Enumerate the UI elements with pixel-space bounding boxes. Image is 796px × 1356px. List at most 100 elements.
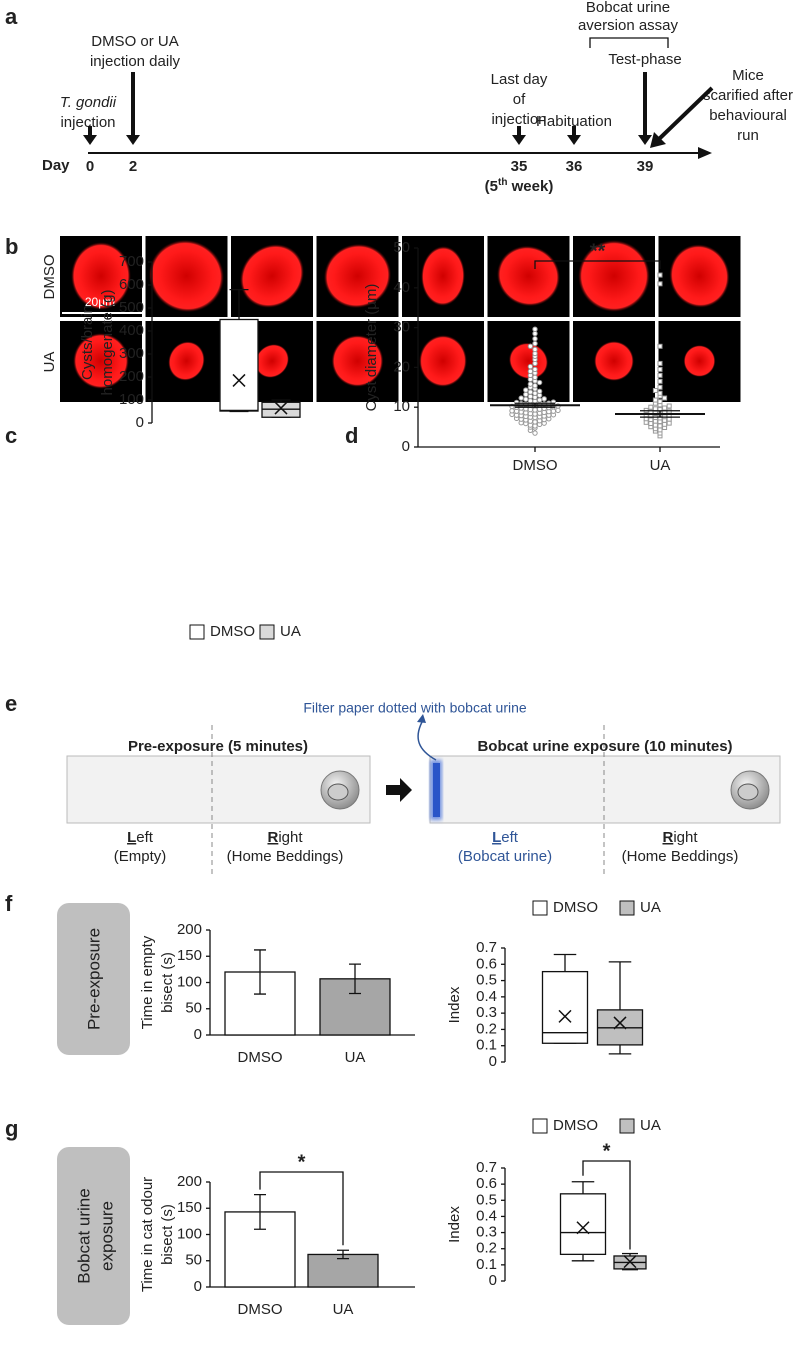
- panel-label: g: [5, 1116, 18, 1141]
- y-tick-label: 30: [393, 319, 410, 336]
- arena: [66, 755, 371, 824]
- mouse-body: [327, 783, 349, 801]
- data-point: [527, 406, 534, 413]
- data-point: [541, 396, 547, 402]
- data-point: [666, 420, 672, 426]
- data-point: [648, 421, 654, 427]
- significance-bracket: [259, 1171, 344, 1246]
- data-point: [532, 407, 538, 413]
- data-point: [532, 374, 538, 381]
- event-text: Habituation: [536, 113, 612, 130]
- y-tick-label: 150: [177, 1199, 202, 1216]
- y-tick-label: 0: [194, 1026, 202, 1043]
- y-axis-label: bisect (s): [159, 1204, 176, 1265]
- y-tick-label: 0.6: [476, 955, 497, 972]
- data-point: [532, 419, 538, 425]
- assay-text: aversion assay: [578, 17, 679, 34]
- data-point: [550, 408, 557, 414]
- y-tick-label: 40: [393, 279, 410, 296]
- cyst: [669, 244, 730, 308]
- week-note-part: week): [507, 178, 553, 195]
- legend-swatch: [259, 624, 275, 640]
- mean: [558, 1009, 572, 1023]
- arrow-head: [567, 135, 581, 145]
- row-label: UA: [41, 352, 58, 373]
- assay-text: Bobcat urine: [586, 0, 670, 16]
- legend-swatch: [619, 900, 635, 916]
- mouse-body: [737, 783, 759, 801]
- arrow-head: [512, 135, 526, 145]
- event-text: Last day: [491, 71, 548, 88]
- significance-bracket: [534, 260, 661, 269]
- day-label: 2: [129, 158, 137, 175]
- data-point: [657, 427, 663, 433]
- y-tick-label: 0.4: [476, 1207, 497, 1224]
- data-point: [555, 407, 561, 414]
- event-text: injection daily: [90, 53, 181, 70]
- data-point: [666, 403, 672, 409]
- y-tick-label: 0: [136, 414, 144, 431]
- filter-paper: [433, 763, 440, 817]
- data-point: [536, 397, 543, 403]
- y-tick-label: 0.1: [476, 1256, 497, 1273]
- data-point: [657, 272, 663, 278]
- legend-label: UA: [280, 623, 301, 640]
- panel-label: d: [345, 423, 358, 448]
- data-point: [652, 422, 658, 428]
- week-note-part: (5: [485, 178, 498, 195]
- arrow-head: [650, 132, 666, 148]
- y-tick-label: 0.2: [476, 1020, 497, 1037]
- y-axis-label: Cysts/brain: [79, 305, 96, 380]
- zone-name: Left: [127, 829, 154, 846]
- data-point: [532, 346, 538, 353]
- y-tick-label: 300: [119, 345, 144, 362]
- zone-initial: R: [662, 829, 673, 846]
- data-point: [532, 340, 538, 347]
- side-label-box: [57, 1147, 130, 1325]
- mean: [613, 1016, 627, 1030]
- data-point: [657, 399, 663, 405]
- data-point: [532, 326, 538, 332]
- zone-sub: (Empty): [114, 848, 167, 865]
- significance: *: [603, 1140, 611, 1162]
- side-label-box: [57, 903, 130, 1055]
- data-point: [657, 378, 663, 384]
- legend-swatch: [532, 900, 548, 916]
- y-tick-label: 500: [119, 299, 144, 316]
- y-tick-label: 0.5: [476, 972, 497, 989]
- y-axis-label: Time in empty: [139, 935, 156, 1029]
- y-tick-label: 0: [489, 1053, 497, 1070]
- error-bar: [254, 1193, 266, 1230]
- event-text: T. gondii: [60, 94, 117, 111]
- data-point: [657, 360, 663, 366]
- significance: *: [298, 1151, 306, 1173]
- note: Filter paper dotted with bobcat urine: [303, 700, 527, 716]
- data-point: [527, 389, 534, 395]
- y-tick-label: 0: [489, 1272, 497, 1289]
- panel-label: b: [5, 234, 18, 259]
- data-point: [662, 395, 668, 401]
- legend-label: DMSO: [553, 1117, 598, 1134]
- zone-name: Left: [492, 829, 519, 846]
- data-point: [532, 430, 538, 436]
- cyst: [683, 345, 716, 377]
- y-tick-label: 0.5: [476, 1191, 497, 1208]
- event-text: run: [737, 127, 759, 144]
- data-point: [532, 390, 538, 396]
- cyst: [594, 341, 634, 381]
- sem-bar: [640, 410, 680, 418]
- cyst: [71, 242, 131, 310]
- data-point: [532, 366, 538, 373]
- data-point: [536, 379, 543, 386]
- box: [219, 318, 259, 412]
- zone-rest: ight: [673, 829, 698, 846]
- zone-rest: eft: [136, 829, 154, 846]
- panel-label: e: [5, 691, 17, 716]
- data-point: [662, 421, 668, 427]
- y-tick-label: 0.3: [476, 1004, 497, 1021]
- event-text: behavioural: [709, 107, 787, 124]
- legend-swatch: [619, 1118, 635, 1134]
- data-point: [652, 387, 658, 393]
- y-tick-label: 100: [177, 973, 202, 990]
